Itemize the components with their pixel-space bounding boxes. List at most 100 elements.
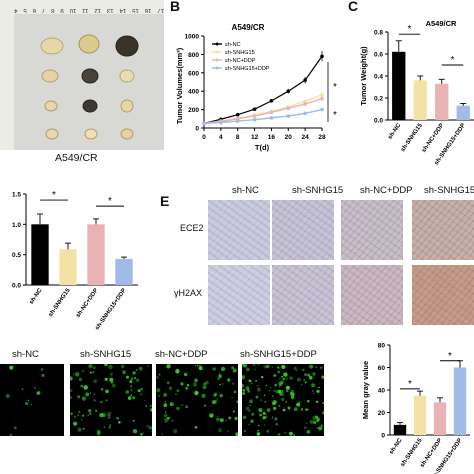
x-tick-label: 16 bbox=[268, 134, 276, 141]
ihc-image bbox=[208, 265, 270, 325]
fluorescence-image bbox=[156, 364, 238, 436]
tumor-sample bbox=[78, 34, 100, 54]
legend-label: sh-NC bbox=[225, 42, 241, 48]
y-tick-label: 0.6 bbox=[374, 52, 383, 59]
chart-title: A549/CR bbox=[426, 19, 457, 28]
data-point bbox=[303, 111, 307, 116]
ihc-col-title: sh-NC bbox=[232, 185, 259, 196]
ihc-image bbox=[341, 200, 403, 260]
ruler-numbers: 17 16 15 14 13 12 11 10 9 8 7 6 5 4 bbox=[14, 1, 164, 13]
tumor-row-3 bbox=[44, 99, 134, 113]
sig-star: * bbox=[333, 82, 337, 93]
x-tick-label: 4 bbox=[219, 134, 223, 141]
y-tick-label: 0.2 bbox=[374, 96, 383, 103]
fluo-col-title: sh-SNHG15 bbox=[80, 349, 132, 360]
sig-star: * bbox=[52, 190, 56, 201]
bar bbox=[456, 105, 470, 120]
tumor-sample bbox=[84, 128, 98, 140]
fluorescence-signal bbox=[242, 364, 324, 436]
ruler-number: 6 bbox=[32, 7, 36, 13]
bar bbox=[59, 249, 77, 285]
y-tick-label: 1.0 bbox=[12, 222, 21, 229]
data-point bbox=[303, 78, 307, 82]
chart-b-xlabel: T(d) bbox=[255, 143, 270, 152]
y-tick-label: 0.4 bbox=[374, 74, 383, 81]
ihc-image bbox=[341, 265, 403, 325]
data-point bbox=[235, 112, 240, 117]
ruler-number: 9 bbox=[60, 7, 64, 13]
data-point bbox=[320, 93, 324, 97]
data-point bbox=[269, 99, 274, 103]
x-tick-label: sh-NC bbox=[389, 437, 404, 455]
data-point bbox=[286, 106, 291, 111]
legend-marker bbox=[215, 66, 219, 70]
panel-a-caption: A549/CR bbox=[55, 152, 98, 164]
data-point bbox=[303, 99, 307, 104]
tumor-row-2 bbox=[41, 68, 135, 84]
y-tick-label: 400 bbox=[188, 89, 199, 96]
ruler-number: 4 bbox=[14, 7, 18, 13]
sig-star: * bbox=[408, 379, 412, 390]
fluorescence-image bbox=[242, 364, 324, 436]
data-point bbox=[269, 116, 274, 120]
ihc-image bbox=[412, 265, 474, 325]
panel-b-letter: B bbox=[170, 0, 181, 14]
y-tick-label: 80 bbox=[378, 343, 386, 350]
x-tick-label: 28 bbox=[318, 134, 326, 141]
tumor-sample bbox=[41, 69, 59, 83]
x-tick-label: sh-SNHG15 bbox=[48, 287, 72, 318]
y-tick-label: 0.5 bbox=[12, 252, 21, 259]
panel-c-letter: C bbox=[348, 0, 359, 14]
ruler-number: 7 bbox=[41, 7, 46, 13]
x-tick-label: sh-SNHG15+DDP bbox=[95, 288, 128, 330]
sig-star: * bbox=[451, 55, 455, 66]
data-point bbox=[320, 54, 324, 59]
ruler-horizontal: 17 16 15 14 13 12 11 10 9 8 7 6 5 4 bbox=[14, 0, 164, 15]
legend-marker bbox=[215, 58, 219, 62]
sig-star: * bbox=[408, 24, 412, 35]
ihc-image bbox=[412, 200, 474, 260]
x-tick-label: sh-NC bbox=[387, 122, 402, 140]
bar bbox=[413, 395, 427, 435]
ruler-number: 16 bbox=[144, 7, 152, 13]
sig-star: * bbox=[108, 196, 112, 207]
panel-g-bar-chart: Mean gray value020406080sh-NCsh-SNHG15sh… bbox=[361, 343, 470, 474]
data-point bbox=[320, 107, 324, 112]
fluorescence-signal bbox=[5, 365, 45, 436]
ihc-row-label: γH2AX bbox=[174, 288, 203, 298]
y-tick-label: 800 bbox=[188, 52, 199, 59]
data-point bbox=[252, 114, 257, 118]
ihc-col-title: sh-NC+DDP bbox=[360, 185, 413, 196]
data-point bbox=[286, 89, 291, 93]
sig-star: * bbox=[333, 110, 337, 121]
tumor-sample bbox=[45, 128, 59, 140]
data-point bbox=[303, 102, 307, 106]
data-point bbox=[252, 117, 257, 122]
x-tick-label: 12 bbox=[251, 134, 259, 141]
bar bbox=[435, 83, 449, 120]
data-point bbox=[219, 120, 223, 125]
y-tick-label: 600 bbox=[188, 70, 199, 77]
x-tick-label: sh-NC+DDP bbox=[421, 123, 445, 154]
x-tick-label: sh-NC+DDP bbox=[75, 288, 99, 319]
bar bbox=[453, 367, 467, 435]
legend-label: sh-SNHG15+DDP bbox=[225, 66, 270, 72]
fluorescence-signal bbox=[156, 364, 238, 436]
legend-label: sh-NC+DDP bbox=[225, 58, 256, 64]
ihc-row-label: ECE2 bbox=[180, 223, 204, 233]
y-tick-label: 20 bbox=[378, 410, 386, 417]
legend-marker bbox=[215, 42, 219, 46]
ruler-number: 10 bbox=[69, 7, 77, 13]
tumor-row-4 bbox=[45, 128, 134, 140]
series-line bbox=[203, 55, 323, 124]
chart-b-ylabel: Tumor Volumes(mm³) bbox=[175, 47, 184, 124]
tumor-samples bbox=[14, 14, 164, 150]
y-tick-label: 1.5 bbox=[12, 192, 21, 199]
ruler-number: 13 bbox=[106, 7, 114, 13]
bar bbox=[115, 258, 133, 285]
x-tick-label: 24 bbox=[302, 134, 310, 141]
bar bbox=[433, 402, 447, 435]
panel-a-photo: 17 16 15 14 13 12 11 10 9 8 7 6 5 4 bbox=[0, 0, 164, 150]
tumor-row-1 bbox=[40, 34, 139, 57]
bar bbox=[393, 424, 407, 435]
